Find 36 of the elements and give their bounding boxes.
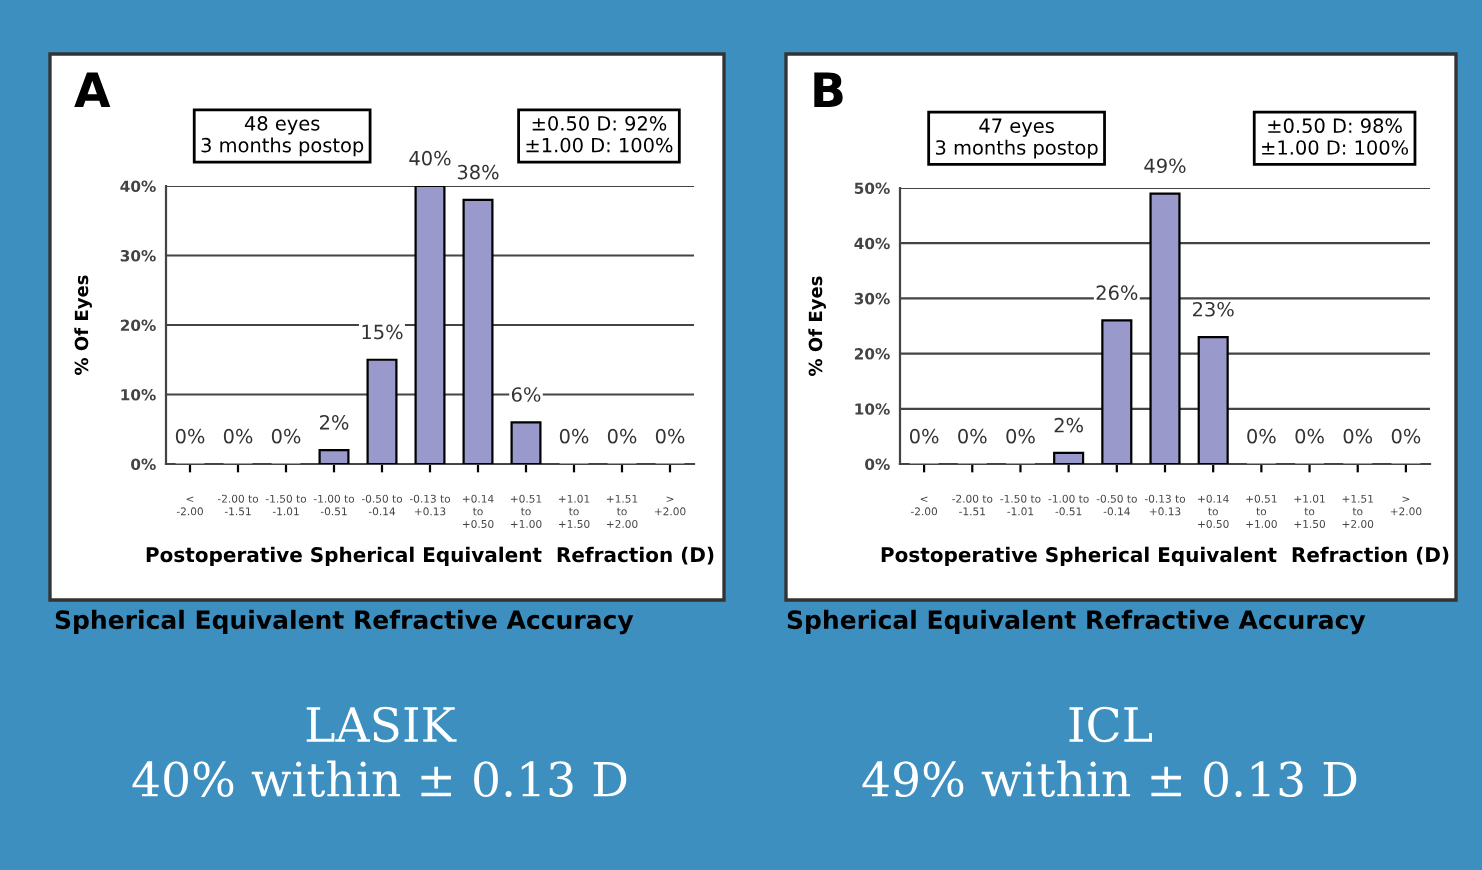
- text: ±0.50 D: 98% ±1.00 D: 100%: [1262, 118, 1409, 155]
- data-label: 38%: [457, 164, 499, 180]
- y-axis-title: % Of Eyes: [74, 275, 92, 375]
- data-label: 0%: [1391, 428, 1421, 444]
- y-axis-title: % Of Eyes: [808, 276, 826, 376]
- text: Spherical Equivalent Refractive Accuracy: [787, 609, 1366, 635]
- data-label: 23%: [1193, 301, 1234, 317]
- data-label: 0%: [607, 428, 637, 444]
- data-label: 0%: [1247, 428, 1276, 444]
- data-label: 26%: [1096, 285, 1138, 301]
- data-label: 0%: [909, 428, 939, 444]
- text: 48 eyes 3 months postop: [201, 116, 364, 157]
- data-label: 0%: [1006, 428, 1035, 444]
- text: LASIK 40% within ± 0.13 D: [132, 706, 627, 798]
- data-label: 0%: [271, 428, 301, 444]
- data-label: 0%: [655, 428, 685, 444]
- data-label: 40%: [409, 150, 451, 166]
- text: ICL 49% within ± 0.13 D: [862, 706, 1357, 798]
- text: Spherical Equivalent Refractive Accuracy: [55, 609, 634, 635]
- chart-title: A: [74, 72, 111, 108]
- data-label: 0%: [1343, 428, 1373, 444]
- data-label: 2%: [320, 414, 349, 430]
- data-label: 0%: [223, 428, 253, 444]
- data-label: 49%: [1144, 158, 1186, 174]
- text: 47 eyes 3 months postop: [935, 118, 1098, 159]
- data-label: 0%: [175, 428, 205, 444]
- data-label: 0%: [1295, 428, 1324, 444]
- x-axis-title: Postoperative Spherical Equivalent Refraction (D): [881, 546, 1449, 567]
- data-label: 6%: [511, 387, 541, 402]
- chart-title: B: [814, 72, 843, 108]
- text: ±0.50 D: 92% ±1.00 D: 100%: [526, 116, 673, 153]
- data-label: 0%: [958, 428, 987, 444]
- x-axis-title: Postoperative Spherical Equivalent Refraction (D): [146, 546, 714, 567]
- data-label: 15%: [362, 324, 403, 340]
- data-label: 0%: [559, 428, 589, 444]
- data-label: 2%: [1054, 417, 1083, 433]
